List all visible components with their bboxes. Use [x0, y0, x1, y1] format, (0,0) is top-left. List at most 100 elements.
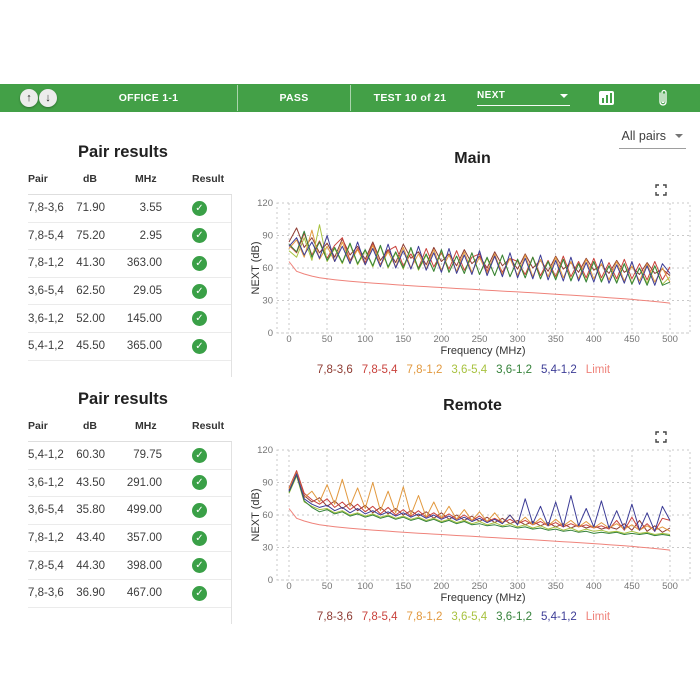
svg-text:100: 100 — [357, 334, 373, 345]
column-header-db: dB — [83, 420, 97, 432]
table-footer-spacer — [28, 608, 231, 624]
fullscreen-icon[interactable] — [655, 430, 667, 443]
pairs-filter-select[interactable]: All pairs — [618, 129, 686, 149]
svg-text:200: 200 — [433, 581, 449, 592]
pass-check-icon: ✓ — [192, 200, 207, 216]
db-cell: 35.80 — [76, 504, 105, 517]
mhz-cell: 365.00 — [126, 340, 162, 353]
chart-legend: 7,8-3,6 7,8-5,4 7,8-1,2 3,6-5,4 3,6-1,2 5,4-1… — [250, 611, 695, 623]
db-cell: 45.50 — [76, 340, 105, 353]
svg-text:250: 250 — [472, 334, 488, 345]
svg-text:Frequency (MHz): Frequency (MHz) — [441, 345, 526, 357]
table-footer-spacer — [28, 361, 231, 377]
result-cell: ✓ — [162, 255, 231, 271]
pair-cell: 5,4-1,2 — [28, 449, 64, 462]
pair-cell: 7,8-3,6 — [28, 587, 64, 600]
legend-item: 7,8-1,2 — [406, 611, 443, 623]
fullscreen-icon[interactable] — [655, 183, 667, 196]
legend-item: 7,8-3,6 — [316, 611, 353, 623]
mhz-cell: 3.55 — [139, 202, 162, 215]
svg-text:500: 500 — [662, 334, 678, 345]
result-cell: ✓ — [162, 475, 231, 491]
next-test-button[interactable]: ↓ — [39, 89, 57, 107]
pair-cell: 3,6-5,4 — [28, 285, 64, 298]
svg-text:400: 400 — [586, 581, 602, 592]
result-cell: ✓ — [162, 585, 231, 601]
legend-item: 7,8-1,2 — [406, 364, 443, 376]
pair-cell: 7,8-5,4 — [28, 229, 64, 242]
table-row: 7,8-5,4 44.30 398.00 ✓ — [28, 552, 231, 580]
db-cell: 71.90 — [76, 202, 105, 215]
pair-results-table-remote: Pair results Pair dB MHz Result 5,4-1,2 6… — [28, 390, 232, 624]
pass-check-icon: ✓ — [192, 502, 207, 518]
legend-item: 3,6-5,4 — [451, 364, 488, 376]
db-cell: 43.40 — [76, 532, 105, 545]
chart-legend: 7,8-3,6 7,8-5,4 7,8-1,2 3,6-5,4 3,6-1,2 5,4-1… — [250, 364, 695, 376]
result-cell: ✓ — [162, 338, 231, 354]
test-counter-label: TEST 10 of 21 — [373, 92, 447, 104]
table-row: 3,6-1,2 43.50 291.00 ✓ — [28, 470, 231, 498]
table-title: Pair results — [78, 143, 168, 161]
legend-item: 3,6-5,4 — [451, 611, 488, 623]
measurement-select-value: NEXT — [477, 90, 506, 101]
svg-text:120: 120 — [257, 198, 273, 209]
column-header-mhz: MHz — [135, 173, 157, 185]
mhz-cell: 145.00 — [126, 312, 162, 325]
table-row: 3,6-5,4 62.50 29.05 ✓ — [28, 278, 231, 306]
svg-text:50: 50 — [322, 581, 333, 592]
pair-cell: 7,8-5,4 — [28, 559, 64, 572]
test-id-label: OFFICE 1-1 — [118, 92, 179, 104]
next-plot-main: 0 30 60 90 120 0 50 100 150 200 250 300 350 400 450 500… — [250, 198, 691, 357]
legend-item: 7,8-3,6 — [316, 364, 353, 376]
svg-text:500: 500 — [662, 581, 678, 592]
arrow-down-icon: ↓ — [45, 92, 51, 104]
svg-text:400: 400 — [586, 334, 602, 345]
table-row: 3,6-5,4 35.80 499.00 ✓ — [28, 497, 231, 525]
chart-view-button[interactable] — [599, 91, 614, 105]
column-header-db: dB — [83, 173, 97, 185]
result-cell: ✓ — [162, 530, 231, 546]
mhz-cell: 467.00 — [126, 587, 162, 600]
table-row: 7,8-1,2 41.30 363.00 ✓ — [28, 250, 231, 278]
pairs-filter-value: All pairs — [621, 129, 666, 143]
result-cell: ✓ — [162, 502, 231, 518]
previous-test-button[interactable]: ↑ — [20, 89, 38, 107]
svg-text:250: 250 — [472, 581, 488, 592]
db-cell: 43.50 — [76, 476, 105, 489]
table-row: 7,8-1,2 43.40 357.00 ✓ — [28, 525, 231, 553]
svg-text:120: 120 — [257, 445, 273, 456]
mhz-cell: 29.05 — [133, 285, 162, 298]
measurement-select[interactable]: NEXT — [477, 90, 570, 106]
result-cell: ✓ — [162, 558, 231, 574]
toolbar-separator — [350, 85, 351, 111]
svg-text:150: 150 — [395, 334, 411, 345]
chevron-down-icon — [560, 94, 568, 98]
paperclip-icon — [659, 89, 667, 106]
pair-cell: 3,6-5,4 — [28, 504, 64, 517]
pass-check-icon: ✓ — [192, 447, 207, 463]
chart-main: Main 0 30 60 90 120 0 50 100 150 200 250 300 350 400 4… — [250, 150, 695, 382]
table-row: 7,8-3,6 71.90 3.55 ✓ — [28, 195, 231, 223]
mhz-cell: 363.00 — [126, 257, 162, 270]
table-body: 7,8-3,6 71.90 3.55 ✓ 7,8-5,4 75.20 2.95 ✓ 7,8-1,… — [28, 195, 232, 377]
legend-item: 3,6-1,2 — [496, 611, 532, 623]
table-header: Pair dB MHz Result — [28, 420, 232, 442]
attachment-button[interactable] — [656, 88, 670, 113]
pass-check-icon: ✓ — [192, 585, 207, 601]
next-plot-remote: 0 30 60 90 120 0 50 100 150 200 250 300 350 400 450 500… — [250, 445, 691, 604]
legend-item: 5,4-1,2 — [540, 364, 577, 376]
pass-check-icon: ✓ — [192, 228, 207, 244]
svg-text:30: 30 — [262, 543, 273, 554]
mhz-cell: 2.95 — [139, 229, 162, 242]
result-cell: ✓ — [162, 200, 231, 216]
svg-text:450: 450 — [624, 334, 640, 345]
table-row: 5,4-1,2 45.50 365.00 ✓ — [28, 333, 231, 361]
svg-text:150: 150 — [395, 581, 411, 592]
svg-text:NEXT (dB): NEXT (dB) — [250, 489, 262, 542]
pair-cell: 3,6-1,2 — [28, 476, 64, 489]
svg-text:0: 0 — [268, 575, 273, 586]
pass-check-icon: ✓ — [192, 255, 207, 271]
db-cell: 44.30 — [76, 559, 105, 572]
svg-text:NEXT (dB): NEXT (dB) — [250, 242, 262, 295]
